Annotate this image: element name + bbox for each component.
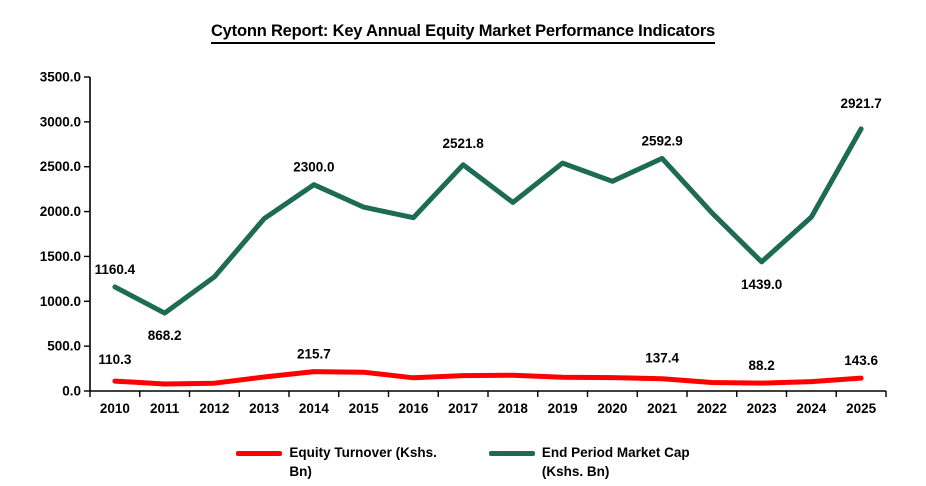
legend-label-market-cap: End Period Market Cap (Kshs. Bn) <box>542 444 690 482</box>
data-label: 215.7 <box>297 347 331 362</box>
data-label: 110.3 <box>98 352 132 367</box>
x-tick-label: 2012 <box>199 401 229 416</box>
legend-label-line1: Equity Turnover (Kshs. <box>289 445 437 461</box>
x-tick-label: 2023 <box>747 401 778 416</box>
market-cap-line-swatch-icon <box>488 451 535 456</box>
x-tick-label: 2016 <box>398 401 429 416</box>
data-label: 2300.0 <box>293 160 334 175</box>
y-tick-label: 1500.0 <box>40 249 81 264</box>
chart-legend: Equity Turnover (Kshs. Bn) End Period Ma… <box>0 444 926 482</box>
x-tick-label: 2020 <box>597 401 627 416</box>
equity-turnover-line-swatch-icon <box>236 451 283 456</box>
x-tick-label: 2013 <box>249 401 280 416</box>
y-tick-label: 3500.0 <box>40 70 81 85</box>
legend-label-line2: Bn) <box>289 464 312 480</box>
legend-label-equity-turnover: Equity Turnover (Kshs. Bn) <box>289 444 437 482</box>
y-tick-label: 500.0 <box>47 339 81 354</box>
data-label: 2521.8 <box>442 136 484 151</box>
legend-label-line2: (Kshs. Bn) <box>541 464 610 480</box>
x-tick-label: 2025 <box>846 401 877 416</box>
legend-item-market-cap: End Period Market Cap (Kshs. Bn) <box>488 444 690 482</box>
y-tick-label: 2500.0 <box>40 159 81 174</box>
y-tick-label: 2000.0 <box>40 204 81 219</box>
chart-title-row: Cytonn Report: Key Annual Equity Market … <box>0 22 926 44</box>
data-label: 143.6 <box>844 353 878 368</box>
y-tick-label: 3000.0 <box>40 114 81 129</box>
x-tick-label: 2015 <box>349 401 380 416</box>
data-label: 137.4 <box>645 351 679 366</box>
series-line-equity-turnover <box>112 369 864 387</box>
x-tick-label: 2011 <box>150 401 180 416</box>
x-tick-label: 2010 <box>100 401 130 416</box>
x-tick-label: 2024 <box>796 401 827 416</box>
x-tick-label: 2014 <box>299 401 330 416</box>
x-tick-label: 2019 <box>548 401 578 416</box>
x-tick-label: 2022 <box>697 401 727 416</box>
data-label: 88.2 <box>748 358 774 373</box>
series-line-market-cap <box>112 126 864 316</box>
data-label: 1160.4 <box>95 262 136 277</box>
y-tick-label: 1000.0 <box>40 294 81 309</box>
x-tick-label: 2017 <box>448 401 478 416</box>
data-label: 2921.7 <box>840 96 881 111</box>
y-tick-label: 0.0 <box>62 384 81 399</box>
chart-title: Cytonn Report: Key Annual Equity Market … <box>210 22 715 44</box>
x-tick-label: 2021 <box>647 401 678 416</box>
data-label: 1439.0 <box>741 277 782 292</box>
legend-label-line1: End Period Market Cap <box>541 445 690 461</box>
x-tick-label: 2018 <box>498 401 529 416</box>
legend-item-equity-turnover: Equity Turnover (Kshs. Bn) <box>236 444 437 482</box>
data-label: 868.2 <box>148 328 182 343</box>
data-label: 2592.9 <box>641 133 682 148</box>
